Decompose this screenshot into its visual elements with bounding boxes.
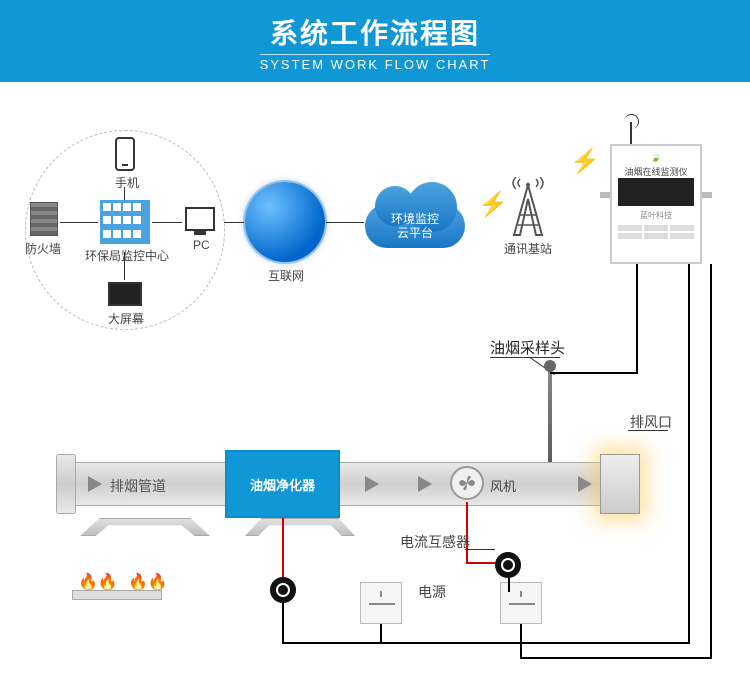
- wire-red-pur-v: [282, 518, 284, 584]
- monitor-title: 油烟在线监测仪: [618, 165, 694, 178]
- diagram-canvas: 手机 防火墙 环保局监控中心 PC 大屏幕 互联网 环境监控 云平台 ⚡ 通讯基…: [0, 82, 750, 682]
- line-bigscreen: [124, 252, 125, 280]
- sampling-label: 油烟采样头: [490, 337, 565, 358]
- duct-label: 排烟管道: [110, 476, 166, 496]
- center-label: 环保局监控中心: [85, 247, 169, 264]
- lightning-icon-2: ⚡: [570, 147, 600, 176]
- wire-socket2-v: [520, 624, 522, 659]
- ct-2: [495, 552, 521, 578]
- pc-icon: [185, 207, 215, 231]
- line-phone: [124, 187, 125, 200]
- line-center-internet: [224, 222, 244, 223]
- ct-line: [465, 549, 495, 550]
- building-icon: [100, 200, 150, 244]
- bigscreen-icon: [108, 282, 142, 306]
- firewall-icon: [30, 202, 58, 236]
- monitor-buttons: [618, 225, 694, 239]
- line-pc: [152, 222, 182, 223]
- stand-2: [245, 518, 355, 536]
- wire-monitor-2: [688, 264, 690, 644]
- socket-1: [360, 582, 402, 624]
- antenna-icon: [630, 122, 632, 144]
- ct-label: 电流互感器: [400, 532, 470, 552]
- probe-icon: [548, 367, 552, 477]
- socket-2: [500, 582, 542, 624]
- wire-bottom-h1: [282, 642, 690, 644]
- bracket-left: [600, 192, 610, 198]
- cloud-icon: 环境监控 云平台: [365, 204, 465, 248]
- bigscreen-label: 大屏幕: [108, 310, 144, 327]
- pc-label: PC: [193, 238, 210, 252]
- sampling-line-h: [490, 357, 560, 358]
- wire-ct2-diag: [508, 578, 510, 592]
- exhaust-line: [628, 430, 668, 431]
- stove-1: [72, 590, 162, 600]
- pipe-inlet: [56, 454, 76, 514]
- fan-label: 风机: [490, 476, 516, 495]
- wire-bottom-h2: [520, 657, 712, 659]
- globe-icon: [245, 182, 325, 262]
- wire-socket1-v: [380, 624, 382, 644]
- header-banner: 系统工作流程图 SYSTEM WORK FLOW CHART: [0, 0, 750, 82]
- phone-label: 手机: [115, 174, 139, 191]
- stand-1: [80, 518, 210, 536]
- pipe-arrow-1: [88, 476, 102, 492]
- line-internet-cloud: [326, 222, 364, 223]
- monitor-screen: [618, 178, 694, 206]
- phone-icon: [115, 137, 135, 171]
- probe-tip: [544, 360, 556, 372]
- exhaust-port: [600, 454, 640, 514]
- tower-label: 通讯基站: [504, 240, 552, 257]
- purifier-label: 油烟净化器: [250, 475, 315, 494]
- wire-monitor-3: [710, 264, 712, 659]
- title-zh: 系统工作流程图: [0, 12, 750, 52]
- fan-icon: [450, 466, 484, 500]
- wire-ct1-v: [282, 602, 284, 642]
- pipe-arrow-2: [365, 476, 379, 492]
- wire-monitor-1: [636, 264, 638, 374]
- pipe-arrow-3: [418, 476, 432, 492]
- bracket-right: [702, 192, 712, 198]
- wire-probe-h: [550, 372, 638, 374]
- ct-1: [270, 577, 296, 603]
- internet-label: 互联网: [268, 267, 304, 284]
- monitor-device: 🍃 油烟在线监测仪 蓝叶科技: [610, 144, 702, 264]
- exhaust-port-label: 排风口: [630, 412, 672, 432]
- power-label: 电源: [418, 582, 446, 602]
- cloud-label: 环境监控 云平台: [391, 212, 439, 241]
- monitor-sub: 蓝叶科技: [618, 210, 694, 221]
- title-en: SYSTEM WORK FLOW CHART: [260, 54, 491, 72]
- tower-icon: [508, 177, 548, 242]
- firewall-label: 防火墙: [25, 240, 61, 257]
- flame-2: 🔥🔥: [128, 572, 168, 592]
- purifier-box: 油烟净化器: [225, 450, 340, 518]
- line-firewall: [60, 222, 98, 223]
- lightning-icon-1: ⚡: [478, 190, 508, 219]
- pipe-arrow-4: [578, 476, 592, 492]
- flame-1: 🔥🔥: [78, 572, 118, 592]
